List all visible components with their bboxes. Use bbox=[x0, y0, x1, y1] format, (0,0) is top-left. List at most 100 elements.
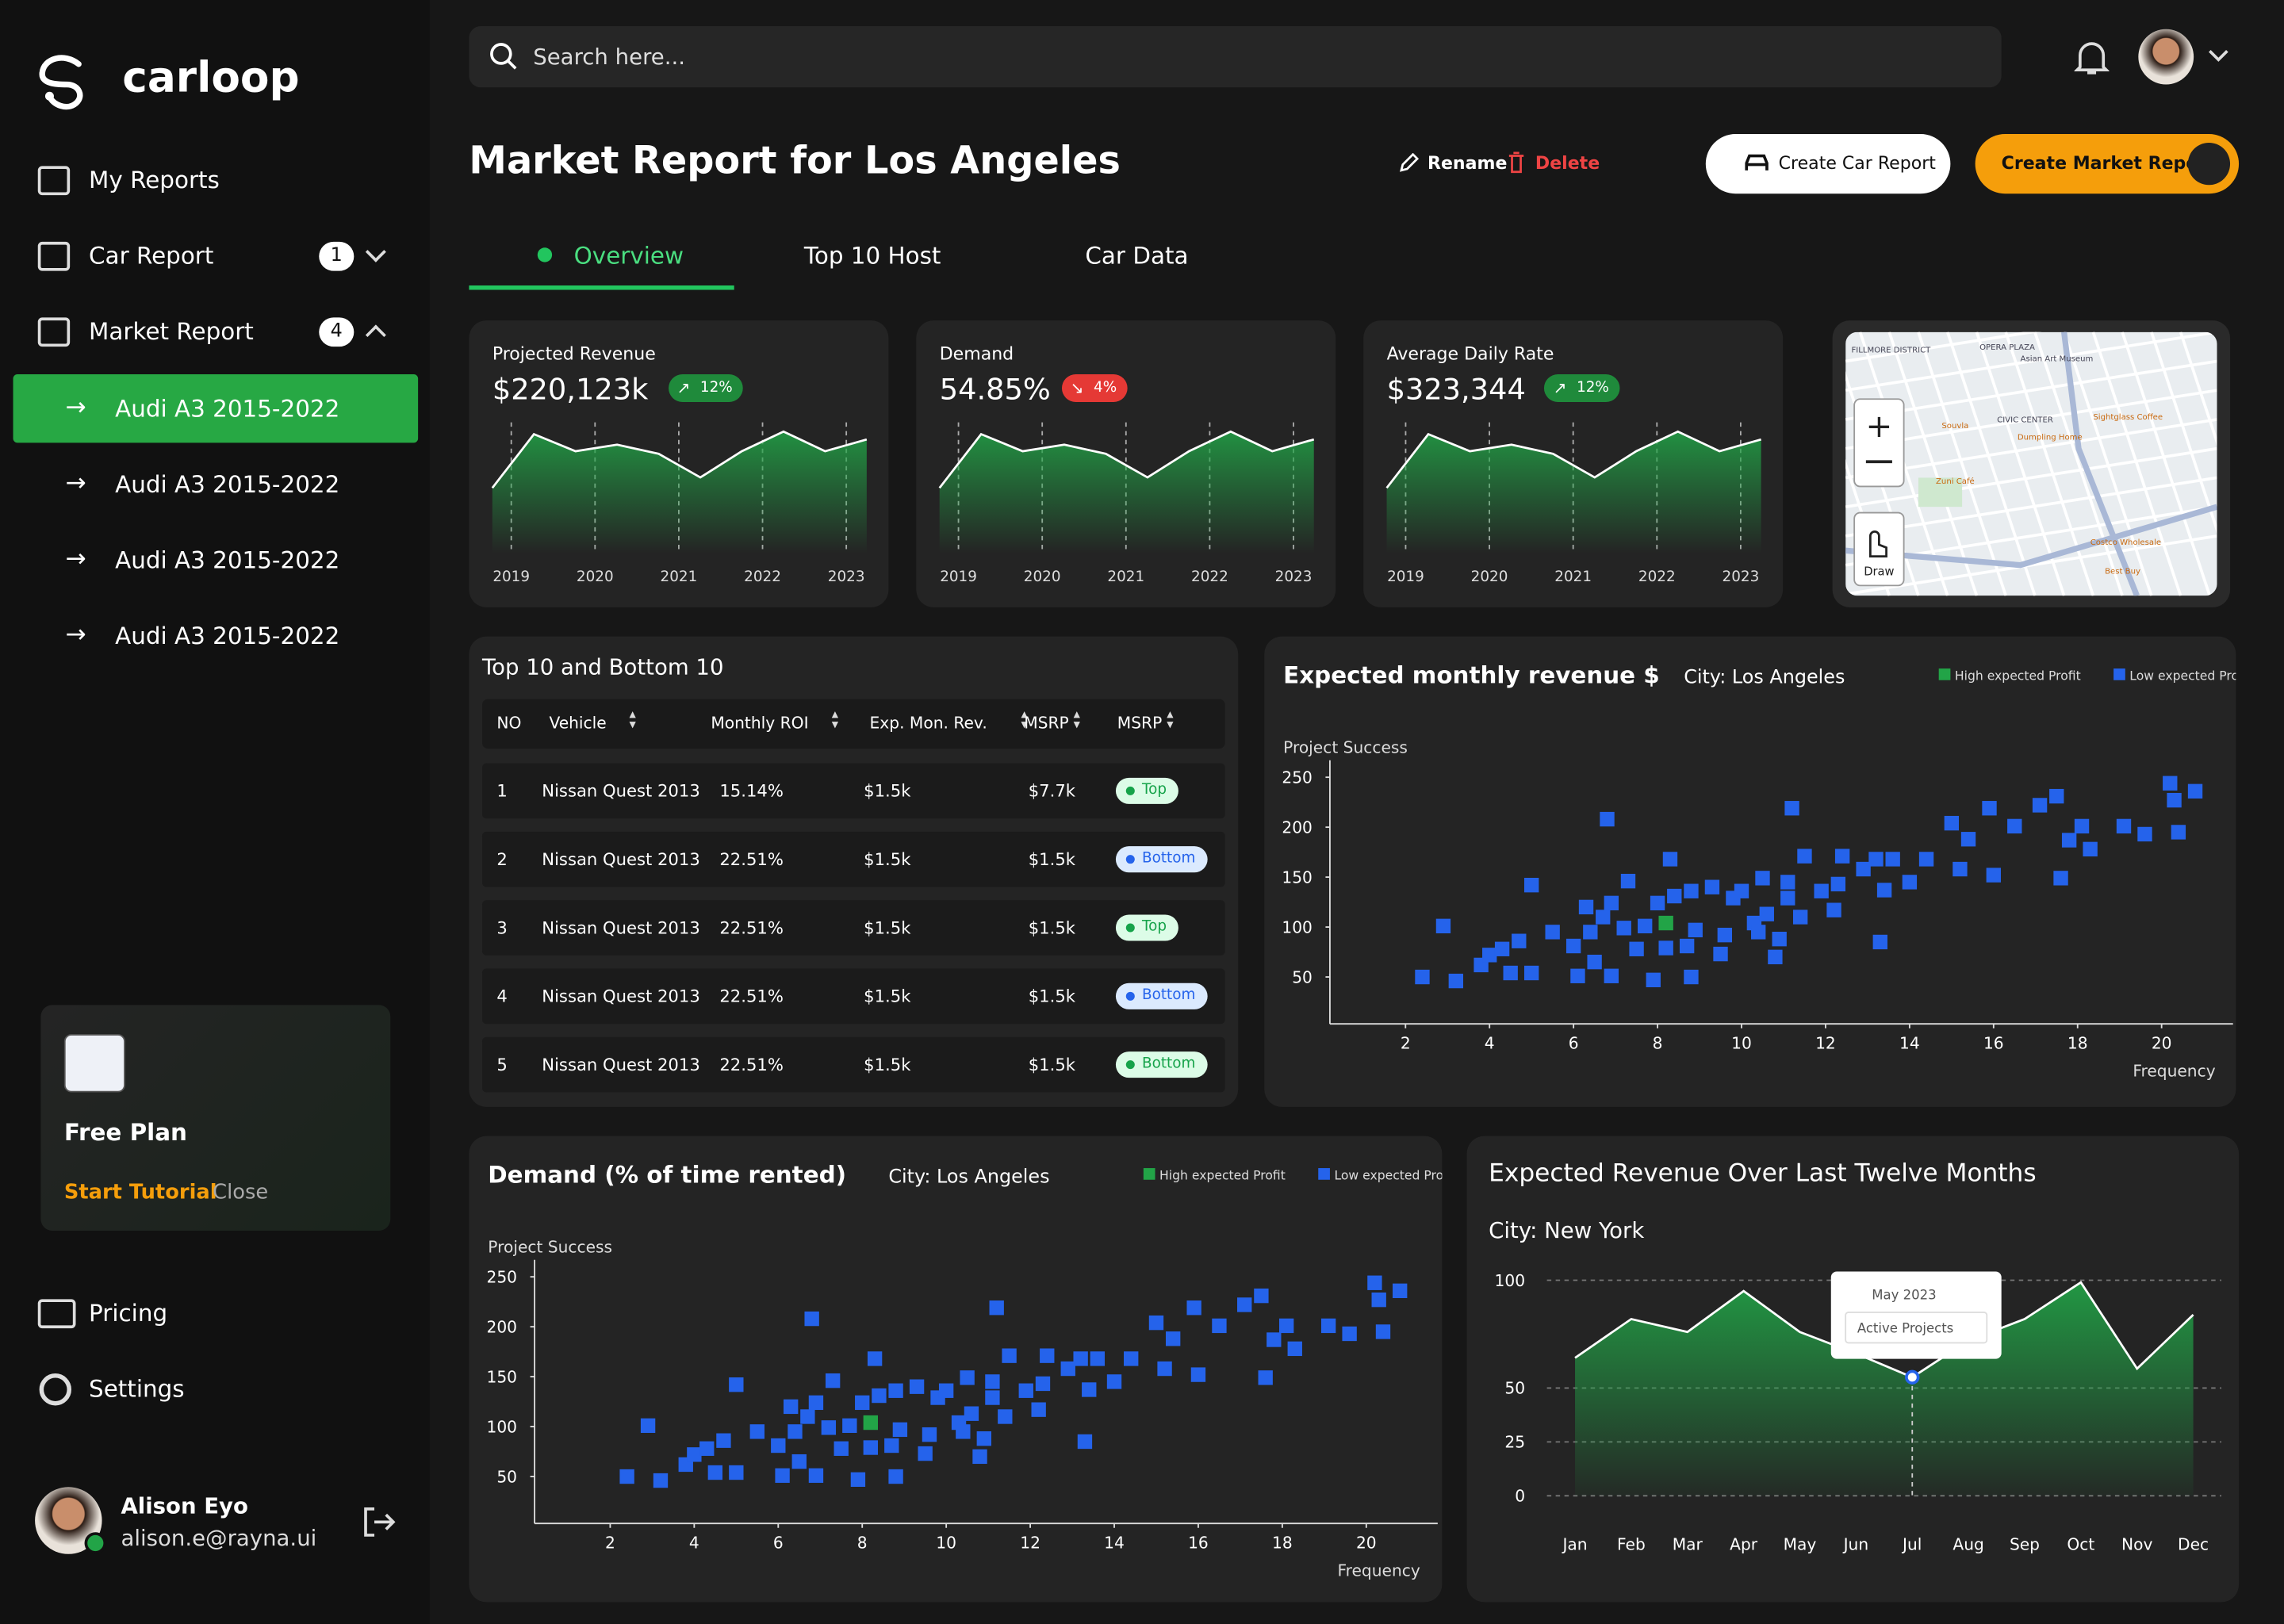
street bbox=[1975, 331, 2066, 596]
column-header[interactable]: Exp. Mon. Rev. bbox=[869, 714, 987, 733]
table-cell: Nissan Quest 2013 bbox=[542, 848, 700, 870]
tooltip-label: Active Projects bbox=[1857, 1321, 1953, 1336]
tab[interactable]: Top 10 Host bbox=[803, 241, 941, 270]
sub-item[interactable]: Audi A3 2015-2022 bbox=[115, 470, 340, 499]
point bbox=[1604, 895, 1619, 911]
chevron[interactable] bbox=[2207, 47, 2230, 64]
table-cell: 1 bbox=[496, 780, 508, 802]
table-cell: 22.51% bbox=[719, 917, 784, 938]
arrow-icon: → bbox=[65, 469, 86, 499]
nav-item[interactable]: Settings bbox=[89, 1374, 185, 1403]
column-header[interactable]: Monthly ROI bbox=[711, 714, 809, 733]
x-tick-label: Nov bbox=[2121, 1534, 2152, 1553]
point bbox=[998, 1409, 1013, 1424]
street bbox=[1845, 331, 2217, 393]
arrow-icon: → bbox=[65, 620, 86, 650]
x-tick-label: 2021 bbox=[1107, 569, 1144, 585]
status-dot bbox=[84, 1532, 107, 1554]
point bbox=[1393, 1283, 1408, 1298]
user-email: alison.e@rayna.ui bbox=[121, 1525, 317, 1552]
search-bar[interactable]: Search here... bbox=[469, 26, 2002, 88]
point bbox=[1713, 946, 1728, 962]
x-tick-label: 2023 bbox=[1275, 569, 1313, 585]
x-tick-label: 2022 bbox=[744, 569, 781, 585]
sub-item[interactable]: Audi A3 2015-2022 bbox=[115, 546, 340, 574]
kpi-value: $220,123k bbox=[492, 371, 649, 407]
button-label: Create Car Report bbox=[1778, 152, 1936, 174]
nav-item[interactable]: Market Report bbox=[89, 317, 254, 346]
point bbox=[1830, 876, 1846, 892]
nav-item[interactable]: My Reports bbox=[89, 166, 220, 194]
point bbox=[1082, 1382, 1097, 1397]
sub-item[interactable]: Audi A3 2015-2022 bbox=[115, 394, 340, 423]
nav-item[interactable]: Pricing bbox=[89, 1299, 168, 1327]
column-header[interactable]: MSRP bbox=[1117, 714, 1163, 733]
store-icon bbox=[2187, 143, 2231, 186]
bell-icon[interactable] bbox=[2074, 40, 2110, 78]
street bbox=[2179, 331, 2217, 447]
chart: Demand (% of time rented) City: Los Angel… bbox=[486, 1161, 1456, 1580]
sparkline-area bbox=[492, 431, 867, 553]
avatar[interactable] bbox=[2138, 29, 2194, 85]
kpi-value: 54.85% bbox=[939, 371, 1051, 407]
map[interactable]: FILLMORE DISTRICT OPERA PLAZA Asian Art Mu… bbox=[1845, 331, 2217, 596]
x-tick-label: 4 bbox=[689, 1533, 699, 1552]
table-cell: 22.51% bbox=[719, 1054, 784, 1075]
point bbox=[640, 1418, 656, 1433]
x-tick-label: 2020 bbox=[577, 569, 614, 585]
start-tutorial[interactable]: Start Tutorial bbox=[63, 1181, 217, 1205]
point bbox=[2163, 776, 2178, 791]
point bbox=[863, 1440, 878, 1455]
street bbox=[1845, 331, 2041, 363]
nav-item[interactable]: Car Report bbox=[89, 241, 214, 270]
rename-button[interactable]: Rename bbox=[1428, 152, 1508, 174]
legend-swatch bbox=[2113, 668, 2125, 680]
sub-item[interactable]: Audi A3 2015-2022 bbox=[115, 622, 340, 650]
street bbox=[2062, 331, 2153, 596]
x-tick-label: 18 bbox=[1272, 1533, 1293, 1552]
zoom-control bbox=[1853, 398, 1905, 488]
chevron[interactable] bbox=[365, 324, 386, 346]
point bbox=[1650, 895, 1665, 911]
logout-icon[interactable] bbox=[362, 1506, 397, 1538]
street bbox=[1845, 389, 2217, 450]
tab[interactable]: Overview bbox=[573, 241, 684, 270]
tag-dot bbox=[1125, 923, 1135, 933]
nav-badge: 4 bbox=[319, 317, 354, 347]
logo-icon bbox=[39, 55, 83, 110]
chevron[interactable] bbox=[365, 241, 386, 262]
sparkline-line bbox=[491, 430, 868, 489]
point bbox=[1658, 940, 1673, 956]
delete-button[interactable]: Delete bbox=[1535, 152, 1600, 174]
y-tick-label: 250 bbox=[486, 1268, 517, 1287]
point bbox=[1600, 811, 1615, 827]
x-tick-label: 20 bbox=[2152, 1033, 2172, 1052]
tab[interactable]: Car Data bbox=[1085, 241, 1189, 270]
point bbox=[1960, 832, 1976, 847]
point bbox=[1616, 921, 1631, 936]
x-tick-label: 12 bbox=[1815, 1033, 1836, 1052]
point bbox=[788, 1424, 803, 1439]
street bbox=[2091, 331, 2182, 596]
search-icon bbox=[490, 43, 517, 70]
chart-title: Expected Revenue Over Last Twelve Months bbox=[1489, 1159, 2036, 1188]
column-header[interactable]: Vehicle bbox=[549, 714, 607, 733]
nav-icon bbox=[37, 317, 71, 347]
x-tick-label: Jun bbox=[1842, 1534, 1869, 1553]
table-cell: $1.5k bbox=[864, 1054, 911, 1075]
trash-icon bbox=[1508, 151, 1524, 174]
column-header[interactable]: MSRP bbox=[1024, 714, 1069, 733]
point bbox=[1190, 1367, 1206, 1382]
create-car-button[interactable]: Create Car Report bbox=[1705, 133, 1951, 194]
point bbox=[1784, 801, 1799, 816]
point bbox=[956, 1424, 971, 1439]
point bbox=[1834, 848, 1850, 864]
plan-card: Free Plan Start Tutorial Close bbox=[40, 1005, 391, 1231]
point bbox=[985, 1390, 1000, 1405]
table-cell: $1.5k bbox=[1028, 848, 1075, 870]
create-market-button[interactable]: Create Market Report bbox=[1975, 133, 2240, 194]
legend-label: High expected Profit bbox=[1159, 1169, 1286, 1183]
trend-icon: ↗ bbox=[1553, 378, 1567, 398]
close-button[interactable]: Close bbox=[213, 1181, 269, 1205]
point bbox=[2061, 833, 2077, 848]
